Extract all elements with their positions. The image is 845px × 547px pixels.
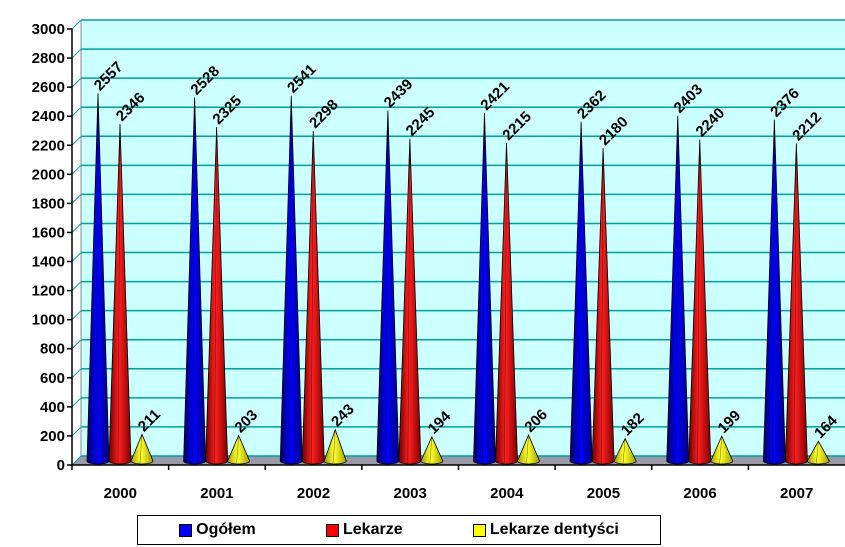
- gridline-diag-3: [71, 368, 82, 379]
- bar-2-2003: [420, 435, 444, 465]
- y-tick-label-8: 1600: [32, 224, 65, 241]
- y-tick-label-14: 2800: [32, 50, 65, 67]
- y-tick-label-12: 2400: [32, 108, 65, 125]
- gridline-diag-5: [71, 310, 82, 321]
- x-axis-tick-labels: 2000 2001 2002 2003 2004 2005 2006 2007: [71, 465, 813, 502]
- x-tick-label-2000: 2000: [104, 485, 137, 502]
- y-tick-label-2: 400: [40, 399, 65, 416]
- plot-floor: [72, 456, 845, 465]
- x-tick-label-2006: 2006: [683, 485, 716, 502]
- y-tick-label-3: 600: [40, 370, 65, 387]
- gridline-diag-4: [71, 339, 82, 350]
- gridline-diag-14: [71, 48, 82, 59]
- y-tick-label-6: 1200: [32, 283, 65, 300]
- gridline-diag-0: [71, 455, 82, 466]
- x-tick-label-2004: 2004: [490, 485, 524, 502]
- y-tick-label-4: 800: [40, 341, 65, 358]
- gridline-diag-10: [71, 164, 82, 175]
- gridline-diag-15: [71, 19, 82, 30]
- gridline-diag-12: [71, 106, 82, 117]
- legend-label-lekarze: Lekarze: [343, 521, 403, 538]
- gridline-diag-13: [71, 77, 82, 88]
- x-tick-label-2005: 2005: [587, 485, 620, 502]
- legend-swatch-ogolem: [179, 523, 193, 537]
- legend-label-ogolem: Ogółem: [196, 521, 256, 538]
- legend-swatch-lekarze-dentysci: [472, 523, 486, 537]
- bar-2-2001: [227, 434, 251, 465]
- y-tick-label-1: 200: [40, 428, 65, 445]
- bars: [86, 93, 830, 465]
- bar-2-2006: [710, 435, 734, 465]
- legend-item-ogolem: Ogółem: [179, 521, 256, 539]
- bar-2-2002: [323, 428, 347, 465]
- gridline-diag-2: [71, 397, 82, 408]
- bar-2-2007: [806, 440, 830, 465]
- bar-2-2004: [517, 434, 540, 465]
- gridline-diag-1: [71, 426, 82, 437]
- gridline-diag-6: [71, 281, 82, 291]
- gridline-diag-7: [71, 252, 82, 262]
- legend-swatch-lekarze: [326, 523, 339, 537]
- y-tick-label-10: 2000: [32, 166, 65, 183]
- y-tick-label-5: 1000: [32, 312, 65, 329]
- x-tick-label-2003: 2003: [394, 485, 427, 502]
- gridlines: [71, 19, 845, 466]
- y-tick-label-0: 0: [57, 457, 65, 474]
- y-tick-label-7: 1400: [32, 254, 65, 271]
- bar-2-2000: [130, 433, 154, 465]
- gridline-diag-9: [71, 194, 82, 204]
- gridline-diag-11: [71, 135, 82, 146]
- bar-2-2005: [613, 437, 637, 465]
- y-tick-label-15: 3000: [32, 21, 65, 38]
- legend: Ogółem Lekarze Lekarze dentyści: [137, 515, 661, 545]
- x-tick-label-2007: 2007: [780, 485, 813, 502]
- y-tick-label-13: 2600: [32, 79, 65, 96]
- x-tick-label-2001: 2001: [200, 485, 233, 502]
- legend-label-lekarze-dentysci: Lekarze dentyści: [489, 521, 619, 538]
- legend-item-lekarze-dentysci: Lekarze dentyści: [472, 521, 619, 539]
- y-tick-label-9: 1800: [32, 195, 65, 212]
- y-axis-tick-labels: 0 200 400 600 800 1000 1200 1400 1600 1800 2000 220…: [32, 21, 72, 474]
- legend-item-lekarze: Lekarze: [326, 521, 403, 539]
- gridline-diag-8: [71, 223, 82, 233]
- y-tick-label-11: 2200: [32, 137, 65, 154]
- x-tick-label-2002: 2002: [297, 485, 330, 502]
